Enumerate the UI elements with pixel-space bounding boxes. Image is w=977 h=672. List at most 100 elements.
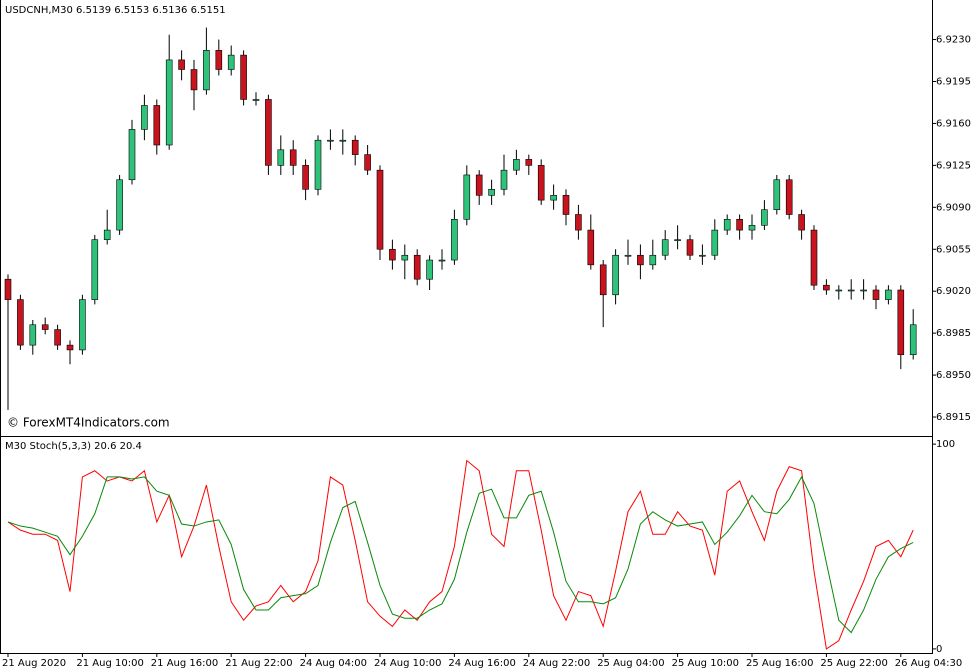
y-tick-label: 6.9055 [936,244,971,255]
candle-body [240,54,247,100]
x-tick-label: 25 Aug 16:00 [746,658,813,669]
candle-body [587,229,595,266]
y-tick-label: 6.8915 [936,412,971,423]
candle-body [277,149,285,166]
candle-body [364,154,371,171]
candle-body [872,289,880,300]
candle-body [463,174,471,220]
x-tick-label: 24 Aug 16:00 [448,658,515,669]
candle-body [488,189,495,196]
candle-body [17,299,24,346]
y-tick-label: 6.9160 [936,118,971,129]
candle-body [103,229,111,240]
candle-body [723,218,731,231]
candle-body [215,50,223,70]
x-tick-label: 24 Aug 22:00 [523,658,590,669]
candle-body [612,254,619,296]
indicator-title: M30 Stoch(5,3,3) 20.6 20.4 [5,441,142,452]
candle-body [227,54,235,70]
candle-body [810,229,818,286]
candle-body [513,159,520,171]
candle-body [165,59,173,146]
candle-body [190,69,198,91]
candle-body [413,254,421,280]
candle-body [327,139,334,142]
candle-body [4,278,12,300]
y-tick-label: 6.8950 [936,370,971,381]
candle-body [91,239,99,300]
candle-body [314,139,322,190]
x-tick-label: 21 Aug 16:00 [151,658,218,669]
candle-body [748,224,756,231]
candle-body [537,165,545,201]
candle-body [674,239,681,241]
candle-body [54,329,61,346]
stoch-line [7,475,914,634]
x-tick-label: 21 Aug 10:00 [76,658,143,669]
candle-body [252,99,260,101]
x-tick-label: 24 Aug 10:00 [374,658,441,669]
chart-title: USDCNH,M30 6.5139 6.5153 6.5136 6.5151 [5,5,226,16]
y-tick-label: 6.9090 [936,202,971,213]
candle-body [785,179,793,215]
x-tick-label: 25 Aug 10:00 [672,658,739,669]
candle-body [711,229,719,256]
y-tick-label: 6.9125 [936,160,971,171]
candle-body [500,169,508,190]
candle-body [401,254,409,261]
candle-body [265,99,272,166]
candle-body [736,218,743,231]
x-tick-label: 25 Aug 22:00 [820,658,887,669]
candle-body [141,105,148,130]
candle-body [29,324,37,346]
candle-body [389,248,396,261]
candle-body [773,179,781,211]
candle-body [637,254,644,266]
y-tick-label: 6.9020 [936,286,971,297]
y-tick-label: 0 [936,644,942,655]
y-tick-label: 6.9230 [936,35,971,46]
candle-body [66,344,74,351]
y-tick-label: 6.9195 [936,76,971,87]
candle-body [128,129,136,181]
candle-body [153,105,161,146]
candle-body [289,149,297,166]
candle-body [376,169,384,250]
candle-body [599,264,607,296]
candle-body [835,289,843,292]
candle-body [339,139,347,142]
candle-body [686,239,694,256]
candle-body [178,59,185,70]
candle-body [909,324,917,356]
candle-body [860,289,867,292]
candle-body [116,179,123,231]
candle-body [897,289,905,356]
candle-body [798,214,805,231]
x-tick-label: 21 Aug 2020 [2,658,66,669]
candle-body [525,159,533,166]
y-tick-label: 100 [936,439,955,450]
candle-body [475,174,483,196]
candle-body [351,139,359,155]
candle-body [562,195,570,215]
candle-body [661,239,669,256]
candle-body [451,218,458,261]
candle-body [823,284,830,291]
candle-body [550,195,557,201]
candle-body [302,165,309,190]
candle-body [699,254,706,257]
y-tick-label: 6.8985 [936,328,971,339]
candle-body [79,299,86,351]
candle-body [649,254,657,266]
candle-body [41,324,49,330]
candle-body [203,50,210,91]
x-tick-label: 21 Aug 22:00 [225,658,292,669]
candle-body [426,259,433,280]
candle-body [575,214,582,231]
candle-body [624,254,632,257]
candle-body [847,289,855,292]
watermark: © ForexMT4Indicators.com [7,416,170,430]
